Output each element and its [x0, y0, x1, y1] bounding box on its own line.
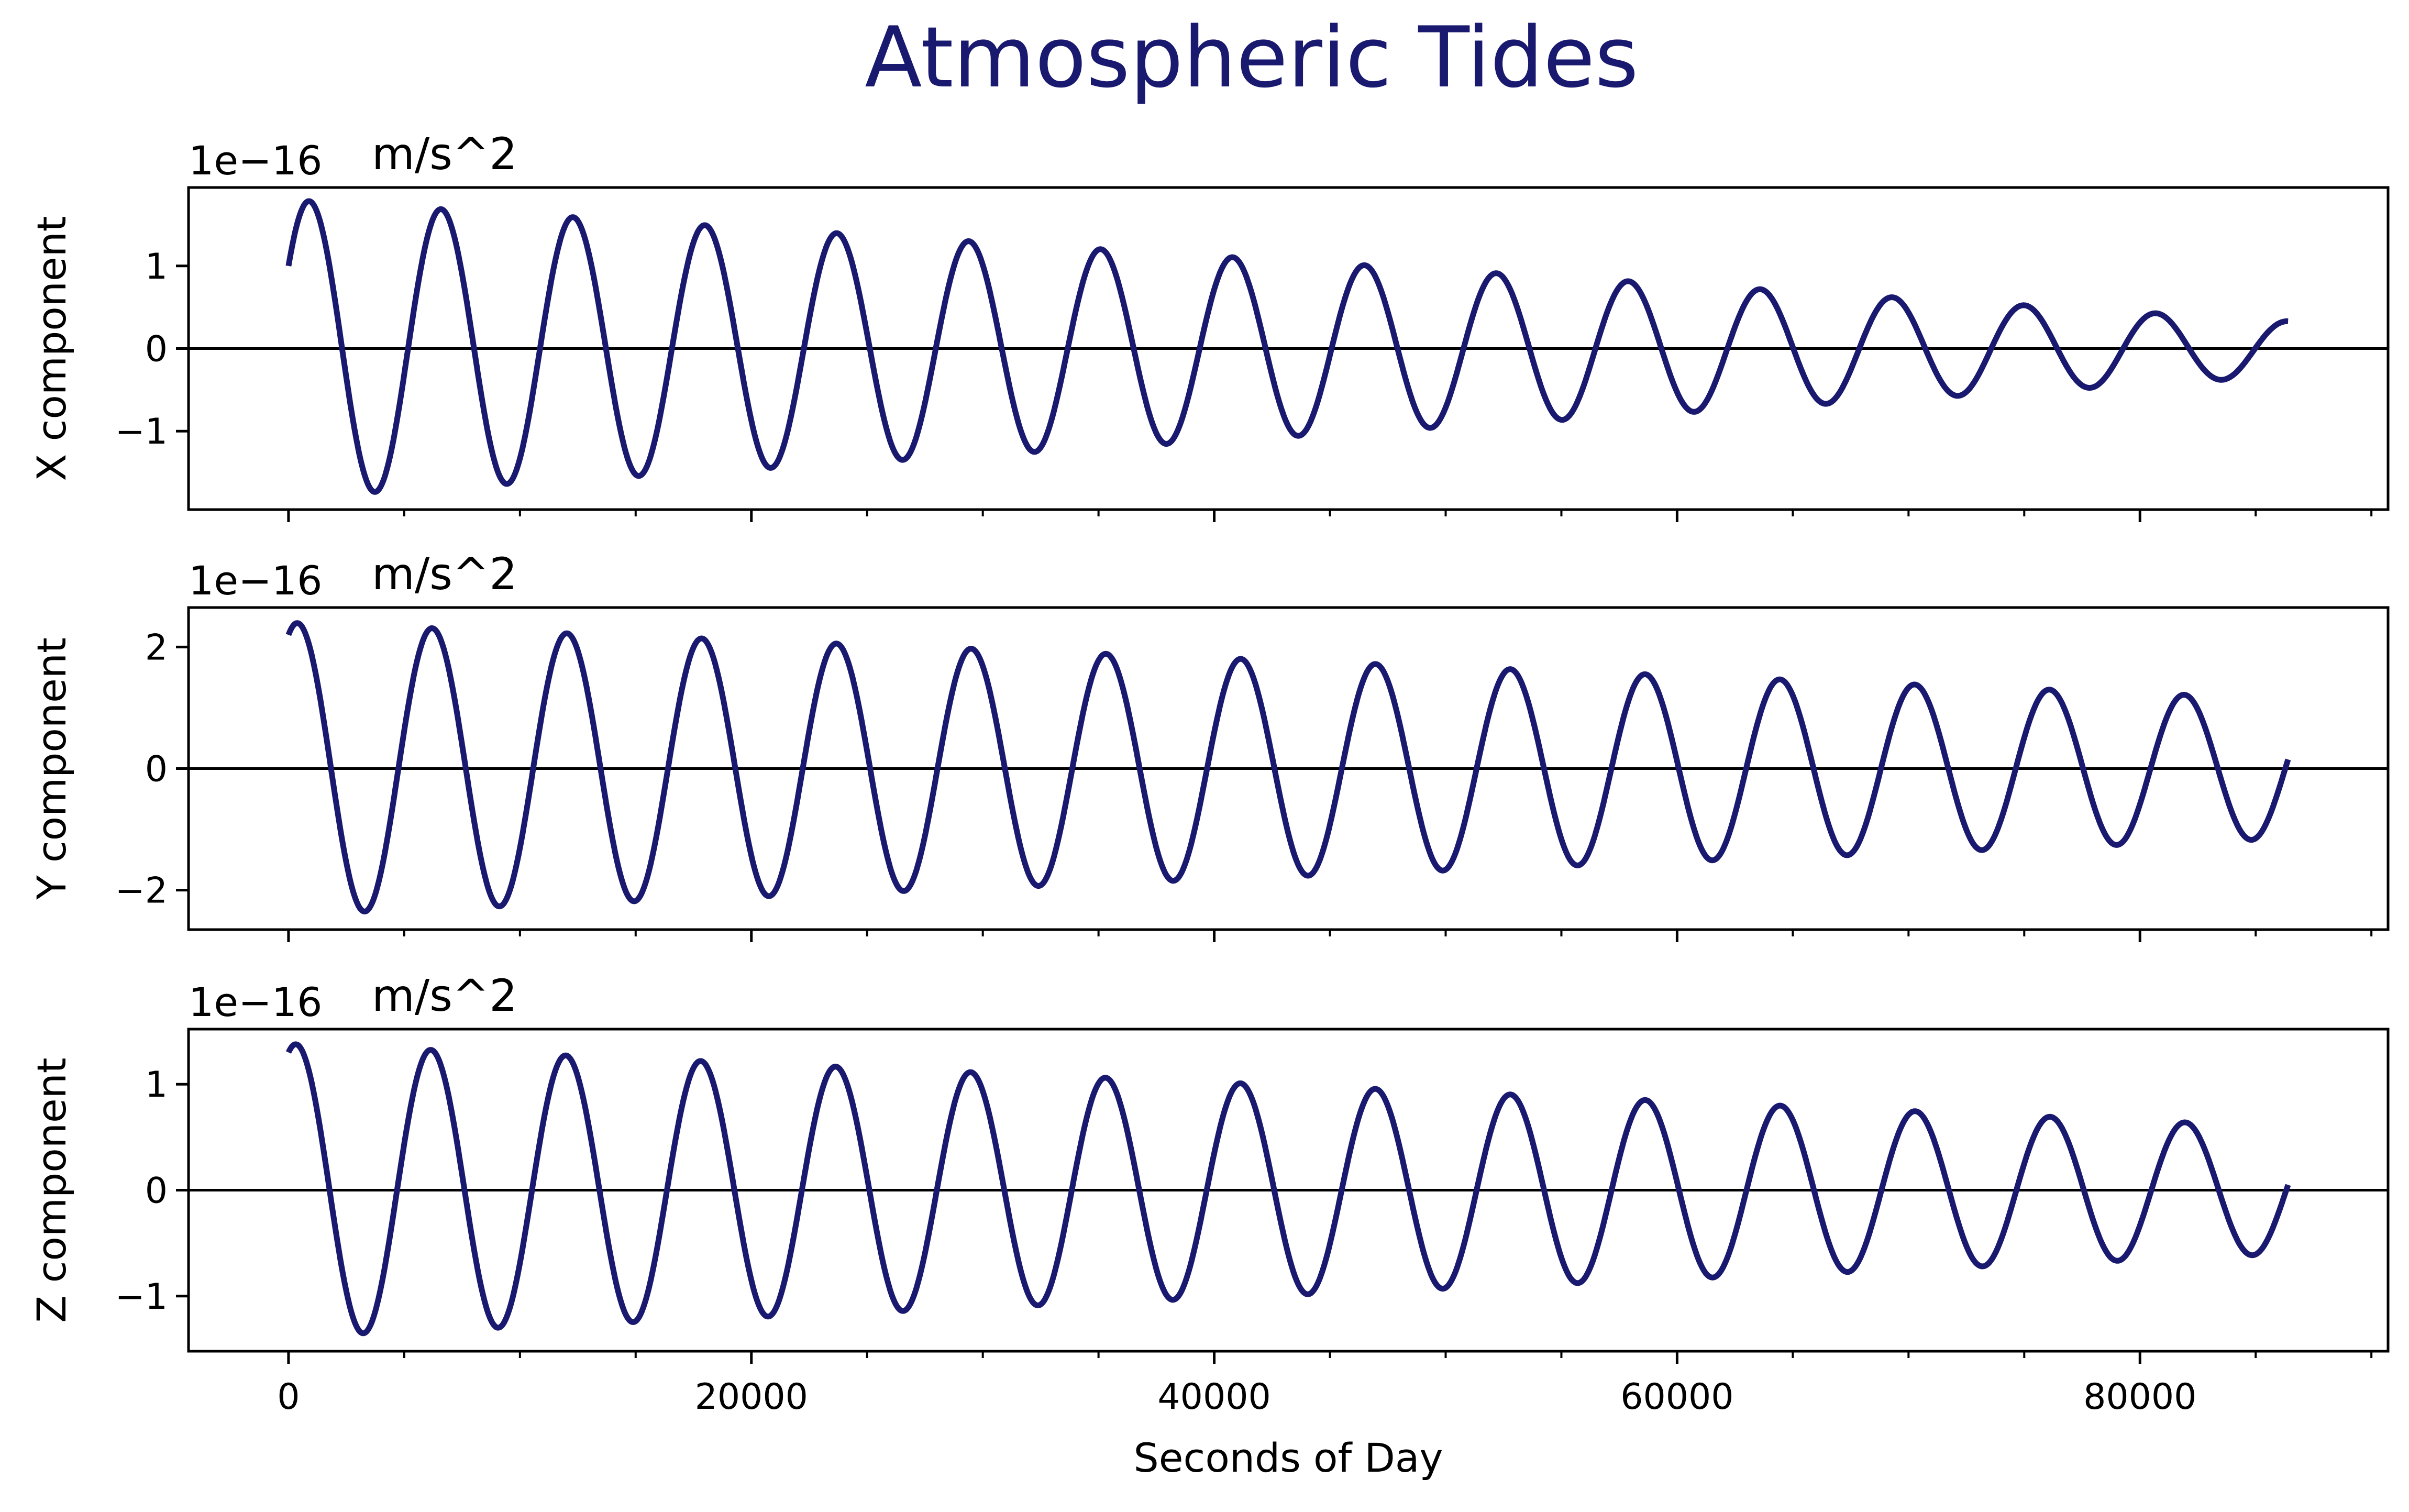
units-label: m/s^2	[372, 128, 517, 180]
x-tick-label: 0	[277, 1376, 300, 1418]
y-tick-label: 0	[145, 1171, 168, 1212]
offset-text: 1e−16	[189, 137, 323, 184]
y-tick-label: 1	[145, 246, 168, 288]
x-tick-label: 20000	[695, 1376, 808, 1418]
offset-text: 1e−16	[189, 979, 323, 1025]
y-axis-label: X component	[28, 216, 75, 481]
y-tick-label: −1	[115, 411, 168, 453]
series-line	[285, 1041, 2291, 1337]
x-tick-label: 80000	[2083, 1376, 2196, 1418]
subplot-2: −2 0 2 Y component 1e−16 m/s^2	[28, 548, 2390, 942]
chart-title: Atmospheric Tides	[865, 8, 1639, 106]
y-tick-label: −2	[115, 870, 168, 912]
subplots: −1 0 1 X component 1e−16 m/s^2 −2 0 2 Y component…	[28, 128, 2390, 1418]
series-line	[285, 198, 2290, 495]
y-tick-label: 0	[145, 329, 168, 370]
x-tick-label: 40000	[1157, 1376, 1270, 1418]
subplot-3: 0 20000 40000 60000 80000 −1 0 1 Z component 1e−1…	[28, 970, 2390, 1418]
x-axis-label: Seconds of Day	[1134, 1434, 1443, 1481]
y-axis-label: Z component	[28, 1057, 75, 1322]
y-axis-label: Y component	[28, 637, 75, 900]
offset-text: 1e−16	[189, 557, 323, 604]
x-tick-label: 60000	[1620, 1376, 1733, 1418]
y-tick-label: −1	[115, 1276, 168, 1318]
series-line	[285, 620, 2291, 914]
units-label: m/s^2	[372, 548, 517, 600]
y-tick-label: 1	[145, 1064, 168, 1106]
subplot-1: −1 0 1 X component 1e−16 m/s^2	[28, 128, 2390, 522]
y-tick-label: 0	[145, 749, 168, 790]
y-tick-label: 2	[145, 627, 168, 668]
units-label: m/s^2	[372, 970, 517, 1021]
